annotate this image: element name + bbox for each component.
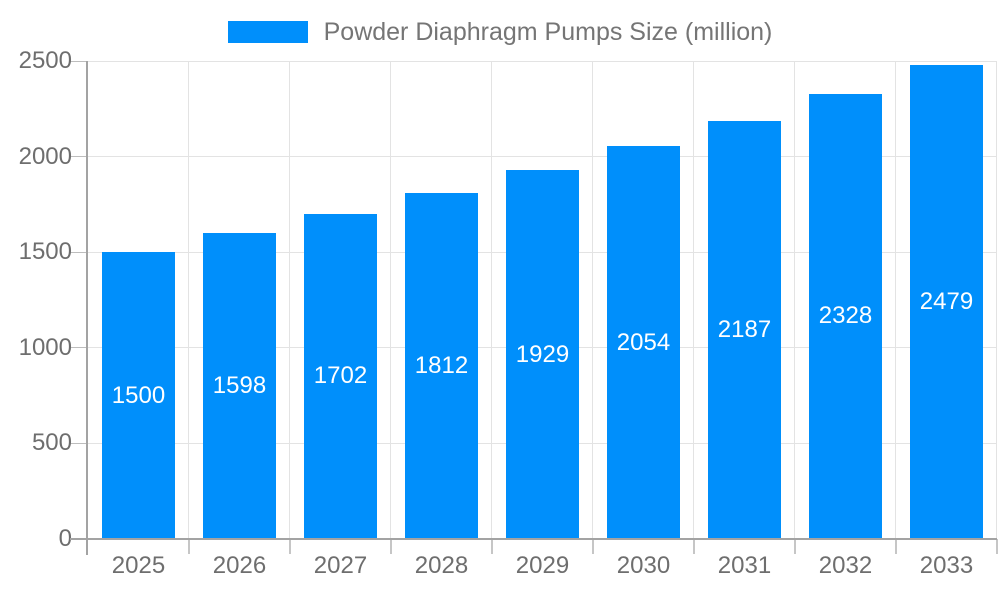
y-tick-label: 2000 xyxy=(18,142,72,170)
x-tick-mark xyxy=(996,539,998,554)
bar-2028[interactable] xyxy=(405,192,478,539)
x-tick-label: 2029 xyxy=(515,552,570,579)
y-tick-mark xyxy=(70,251,88,253)
bar-2032[interactable] xyxy=(809,93,882,539)
y-axis-line xyxy=(86,61,88,555)
bar-2026[interactable] xyxy=(203,233,276,539)
x-tick-mark xyxy=(188,539,190,554)
bar-value-label: 2328 xyxy=(818,302,873,330)
x-tick-label: 2033 xyxy=(919,552,974,579)
x-gridline xyxy=(289,61,290,539)
bar-2030[interactable] xyxy=(607,146,680,539)
bar-value-label: 1929 xyxy=(515,340,570,368)
x-tick-mark xyxy=(693,539,695,554)
bar-2031[interactable] xyxy=(708,120,781,539)
y-gridline xyxy=(88,156,997,158)
x-tick-mark xyxy=(390,539,392,554)
bar-value-label: 1598 xyxy=(212,372,267,400)
bar-value-label: 2187 xyxy=(717,315,772,343)
x-tick-mark xyxy=(592,539,594,554)
y-gridline xyxy=(88,60,997,62)
x-tick-label: 2028 xyxy=(414,552,469,579)
x-gridline xyxy=(693,61,694,539)
x-tick-label: 2027 xyxy=(313,552,368,579)
x-tick-label: 2025 xyxy=(111,552,166,579)
x-tick-mark xyxy=(491,539,493,554)
chart-legend[interactable]: Powder Diaphragm Pumps Size (million) xyxy=(0,10,1000,54)
bar-value-label: 1702 xyxy=(313,362,368,390)
bar-2029[interactable] xyxy=(506,170,579,539)
x-gridline xyxy=(592,61,593,539)
y-tick-label: 2500 xyxy=(18,47,72,74)
y-tick-mark xyxy=(70,347,88,349)
legend-label: Powder Diaphragm Pumps Size (million) xyxy=(323,17,773,46)
x-gridline xyxy=(491,61,492,539)
plot-area: 1500 1598 1702 1812 1929 2054 2187 2328 2479 xyxy=(70,60,998,555)
bar-2027[interactable] xyxy=(304,213,377,539)
x-tick-label: 2032 xyxy=(818,552,873,579)
y-tick-mark xyxy=(70,156,88,158)
y-tick-label: 0 xyxy=(58,525,72,552)
x-gridline xyxy=(895,61,896,539)
x-tick-label: 2026 xyxy=(212,552,267,579)
y-tick-label: 1500 xyxy=(18,238,72,266)
bar-value-label: 1500 xyxy=(111,381,166,409)
bar-value-label: 2054 xyxy=(616,328,671,356)
x-gridline xyxy=(390,61,391,539)
x-tick-label: 2030 xyxy=(616,552,671,579)
x-tick-label: 2031 xyxy=(717,552,772,579)
x-gridline xyxy=(996,61,997,539)
y-tick-label: 1000 xyxy=(18,333,72,361)
y-tick-label: 500 xyxy=(31,429,72,457)
bar-value-label: 1812 xyxy=(414,351,469,379)
bar-value-label: 2479 xyxy=(919,288,974,316)
x-tick-mark xyxy=(794,539,796,554)
y-tick-mark xyxy=(70,442,88,444)
legend-swatch xyxy=(227,21,308,43)
x-tick-mark xyxy=(289,539,291,554)
x-tick-mark xyxy=(895,539,897,554)
bar-2025[interactable] xyxy=(102,252,175,539)
x-gridline xyxy=(794,61,795,539)
x-gridline xyxy=(188,61,189,539)
y-tick-mark xyxy=(70,60,88,62)
x-axis-line xyxy=(70,538,997,540)
bar-2033[interactable] xyxy=(910,65,983,539)
